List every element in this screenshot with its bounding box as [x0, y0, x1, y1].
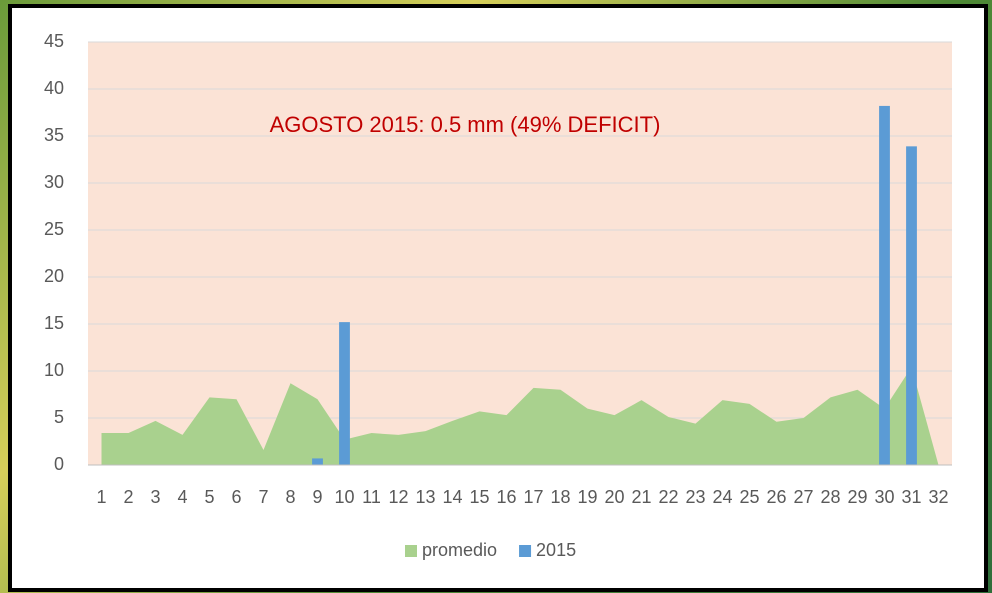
x-tick-label: 12	[388, 487, 408, 507]
legend-swatch	[519, 545, 531, 557]
x-tick-label: 27	[793, 487, 813, 507]
x-tick-label: 7	[258, 487, 268, 507]
legend-label: promedio	[422, 540, 497, 560]
chart: AGOSTO 2015: 0.5 mm (49% DEFICIT) 051015…	[0, 0, 992, 593]
y-tick-label: 40	[44, 78, 64, 98]
bar	[339, 322, 350, 465]
x-tick-label: 30	[874, 487, 894, 507]
legend-swatch	[405, 545, 417, 557]
y-tick-label: 10	[44, 360, 64, 380]
annotation: AGOSTO 2015: 0.5 mm (49% DEFICIT)	[270, 112, 661, 137]
x-tick-label: 20	[604, 487, 624, 507]
y-tick-label: 20	[44, 266, 64, 286]
x-tick-label: 13	[415, 487, 435, 507]
x-tick-label: 11	[362, 487, 381, 507]
y-tick-label: 25	[44, 219, 64, 239]
y-tick-label: 0	[54, 454, 64, 474]
x-tick-label: 5	[204, 487, 214, 507]
x-tick-label: 21	[631, 487, 651, 507]
page: {"chart_data": {"type": "area-bar", "ann…	[0, 0, 992, 593]
x-tick-label: 6	[231, 487, 241, 507]
x-tick-label: 31	[901, 487, 921, 507]
x-tick-label: 2	[123, 487, 133, 507]
x-tick-label: 28	[820, 487, 840, 507]
x-tick-label: 10	[334, 487, 354, 507]
y-tick-label: 45	[44, 31, 64, 51]
x-tick-label: 16	[496, 487, 516, 507]
y-tick-label: 35	[44, 125, 64, 145]
y-tick-label: 15	[44, 313, 64, 333]
x-tick-label: 19	[577, 487, 597, 507]
x-tick-label: 26	[766, 487, 786, 507]
x-tick-label: 8	[285, 487, 295, 507]
x-tick-label: 25	[739, 487, 759, 507]
y-tick-label: 5	[54, 407, 64, 427]
bar	[312, 458, 323, 465]
x-tick-label: 29	[847, 487, 867, 507]
x-tick-label: 9	[312, 487, 322, 507]
bar	[879, 106, 890, 465]
x-tick-label: 18	[550, 487, 570, 507]
x-tick-label: 3	[150, 487, 160, 507]
x-tick-label: 1	[96, 487, 106, 507]
y-tick-label: 30	[44, 172, 64, 192]
x-tick-label: 23	[685, 487, 705, 507]
bar	[906, 146, 917, 465]
x-tick-label: 24	[712, 487, 732, 507]
x-tick-label: 17	[523, 487, 543, 507]
x-tick-label: 4	[177, 487, 187, 507]
x-tick-label: 22	[658, 487, 678, 507]
x-tick-label: 32	[928, 487, 948, 507]
legend-label: 2015	[536, 540, 576, 560]
x-tick-label: 14	[442, 487, 462, 507]
x-tick-label: 15	[469, 487, 489, 507]
